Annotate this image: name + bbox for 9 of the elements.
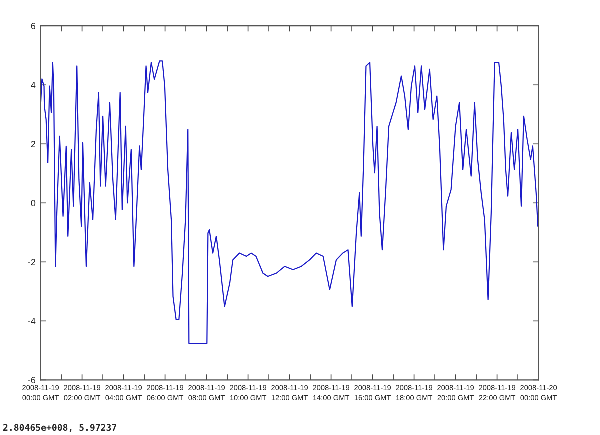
y-tick-label: -2 (28, 259, 36, 266)
y-tick-label: 2 (31, 141, 36, 148)
y-tick-label: 6 (31, 23, 36, 30)
y-tick-label: 0 (31, 200, 36, 207)
y-tick-label: 4 (31, 82, 36, 88)
y-tick-label: -6 (28, 377, 36, 384)
text: 2.80465e+008, 5.97237 (4, 424, 116, 432)
line-series (40, 60, 539, 344)
y-tick-label: -4 (28, 318, 36, 324)
